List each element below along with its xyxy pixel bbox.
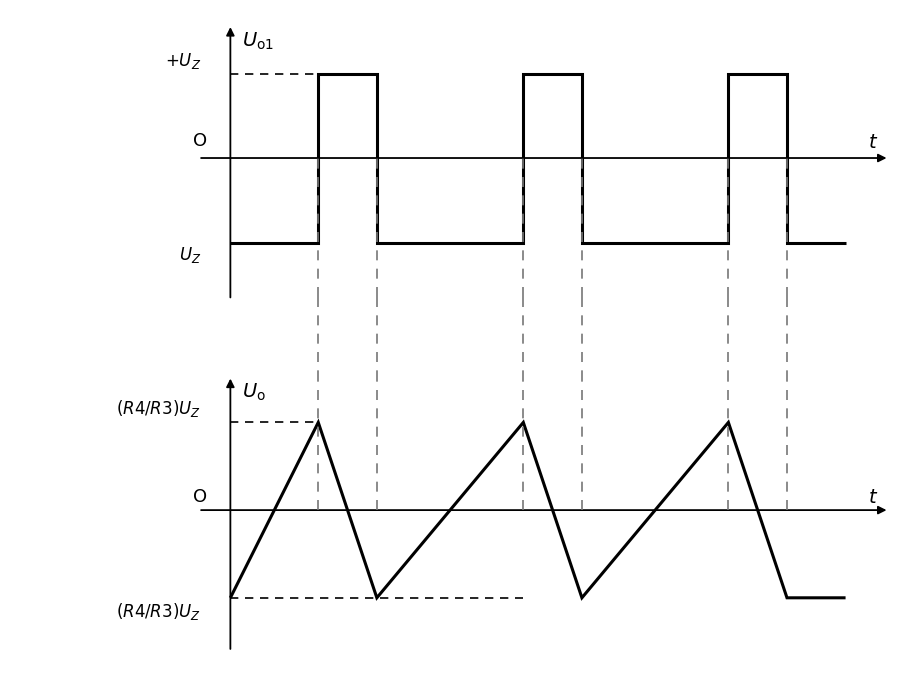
Text: $+U_Z$: $+U_Z$ bbox=[165, 51, 201, 71]
Text: $(R4/R3)U_Z$: $(R4/R3)U_Z$ bbox=[116, 601, 201, 622]
Text: $(R4/R3)U_Z$: $(R4/R3)U_Z$ bbox=[116, 398, 201, 420]
Text: $U_{\rm o1}$: $U_{\rm o1}$ bbox=[242, 30, 274, 52]
Text: $t$: $t$ bbox=[867, 133, 877, 152]
Text: O: O bbox=[193, 489, 207, 506]
Text: O: O bbox=[193, 132, 207, 149]
Text: $t$: $t$ bbox=[867, 488, 877, 507]
Text: $U_{\rm o}$: $U_{\rm o}$ bbox=[242, 381, 266, 403]
Text: $U_Z$: $U_Z$ bbox=[179, 245, 201, 265]
